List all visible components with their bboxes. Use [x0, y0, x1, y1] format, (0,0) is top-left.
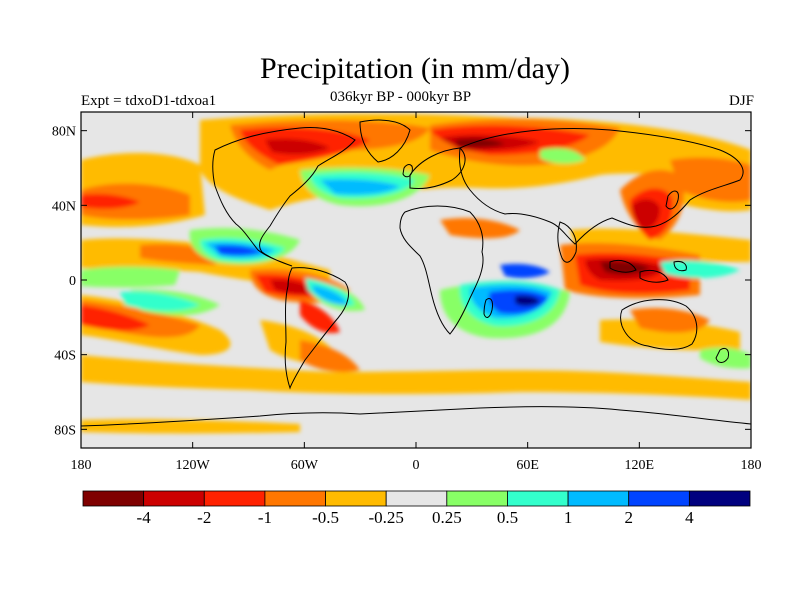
season-label: DJF — [728, 93, 754, 109]
colorbar-swatch — [688, 490, 751, 507]
precip-anomaly-field — [81, 113, 751, 434]
lon-tick-label: 180 — [741, 458, 762, 473]
period-label: 036kyr BP - 000kyr BP — [330, 89, 472, 105]
colorbar-label: 0.25 — [432, 508, 462, 527]
lon-tick-label: 120W — [176, 458, 211, 473]
colorbar-swatch — [446, 490, 508, 507]
colorbar-label: 4 — [685, 508, 694, 527]
colorbar-swatch — [203, 490, 266, 507]
colorbar-swatch — [143, 490, 205, 507]
lon-tick-label: 60E — [516, 458, 539, 473]
colorbar-swatch — [264, 490, 326, 507]
colorbar-swatch — [567, 490, 630, 507]
lat-tick-label: 40S — [54, 349, 76, 364]
lon-tick-label: 180 — [71, 458, 92, 473]
lon-tick-label: 60W — [291, 458, 319, 473]
experiment-label: Expt = tdxoD1-tdxoa1 — [81, 93, 217, 109]
lat-tick-label: 80N — [52, 125, 76, 140]
colorbar-label: 2 — [624, 508, 633, 527]
lon-ticks: 180 120W 60W 0 60E 120E 180 — [71, 112, 762, 473]
colorbar-swatch — [385, 490, 448, 507]
plot-title: Precipitation (in mm/day) — [260, 52, 570, 85]
lat-tick-label: 80S — [54, 423, 76, 438]
colorbar-swatch — [507, 490, 569, 507]
colorbar-label: -4 — [137, 508, 152, 527]
lon-tick-label: 120E — [625, 458, 655, 473]
lat-tick-label: 0 — [69, 274, 76, 289]
lat-tick-label: 40N — [52, 199, 76, 214]
colorbar-swatch — [325, 490, 387, 507]
colorbar-label: -0.5 — [312, 508, 339, 527]
colorbar-label: 1 — [564, 508, 573, 527]
colorbar-swatch — [628, 490, 690, 507]
colorbar-label: -0.25 — [368, 508, 403, 527]
colorbar-label: -2 — [197, 508, 211, 527]
colorbar-swatch — [82, 490, 145, 507]
lat-ticks: 80N 40N 0 40S 80S — [52, 125, 751, 438]
coastlines — [81, 119, 751, 427]
colorbar-label: -1 — [258, 508, 272, 527]
lon-tick-label: 0 — [413, 458, 420, 473]
colorbar-label: 0.5 — [497, 508, 518, 527]
colorbar: -4 -2 -1 -0.5 -0.25 0.25 0.5 1 2 4 — [82, 490, 751, 527]
